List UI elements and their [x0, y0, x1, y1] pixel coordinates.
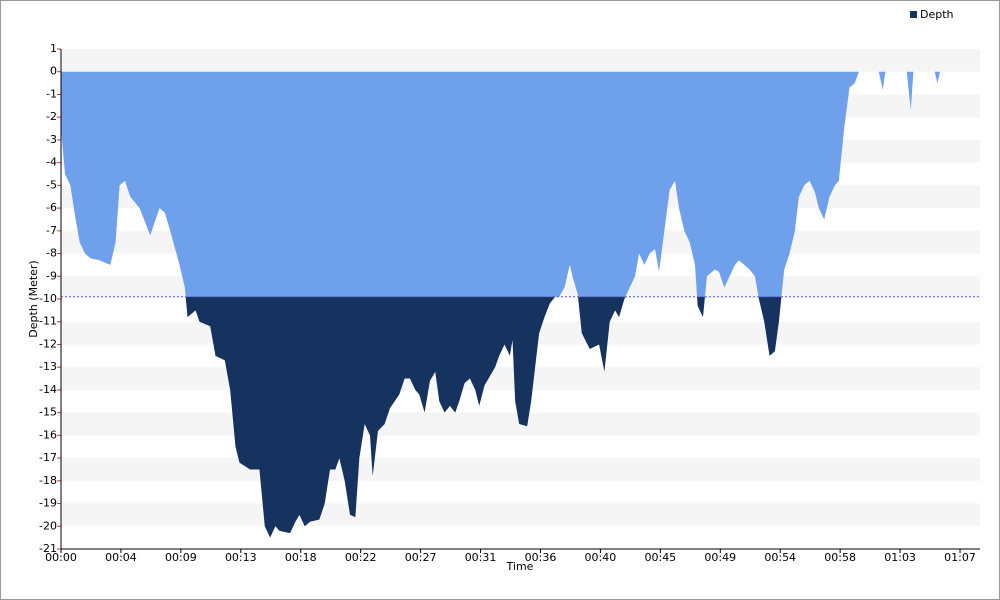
y-tick-label: -19 — [39, 497, 57, 510]
y-tick-label: -8 — [46, 247, 57, 260]
x-tick-label: 00:00 — [45, 551, 77, 564]
area-above — [61, 71, 941, 297]
y-tick-label: -11 — [39, 315, 57, 328]
y-tick-label: -21 — [39, 542, 57, 555]
x-tick-label: 00:31 — [465, 551, 497, 564]
y-tick-label: 0 — [50, 65, 57, 78]
y-tick-label: -15 — [39, 406, 57, 419]
y-tick-label: -16 — [39, 428, 57, 441]
x-tick-label: 01:07 — [944, 551, 976, 564]
legend-swatch — [910, 11, 917, 18]
y-tick-label: -9 — [46, 269, 57, 282]
grid-band — [61, 503, 980, 527]
y-tick-label: -4 — [46, 156, 57, 169]
y-tick-label: -20 — [39, 519, 57, 532]
x-tick-label: 00:36 — [525, 551, 557, 564]
y-tick-label: -3 — [46, 133, 57, 146]
x-tick-label: 00:13 — [225, 551, 257, 564]
x-tick-label: 00:58 — [824, 551, 856, 564]
y-tick-label: -5 — [46, 178, 57, 191]
y-tick-label: -7 — [46, 224, 57, 237]
y-tick-label: -14 — [39, 383, 57, 396]
y-tick-label: -13 — [39, 360, 57, 373]
x-tick-label: 00:49 — [704, 551, 736, 564]
y-tick-label: -6 — [46, 201, 57, 214]
y-tick-label: -18 — [39, 474, 57, 487]
y-tick-label: -2 — [46, 110, 57, 123]
x-tick-label: 00:09 — [165, 551, 197, 564]
y-tick-label: 1 — [50, 42, 57, 55]
area-below — [185, 296, 782, 538]
x-tick-label: 00:22 — [345, 551, 377, 564]
x-tick-label: 00:27 — [405, 551, 437, 564]
y-axis-label: Depth (Meter) — [27, 260, 40, 337]
x-tick-label: 00:54 — [764, 551, 796, 564]
x-tick-label: 00:04 — [105, 551, 137, 564]
x-tick-label: 01:03 — [884, 551, 916, 564]
x-tick-label: 00:40 — [585, 551, 617, 564]
grid-band — [61, 458, 980, 481]
legend-label: Depth — [920, 8, 954, 21]
y-tick-label: -12 — [39, 337, 57, 350]
grid-band — [61, 49, 980, 72]
y-tick-label: -1 — [46, 87, 57, 100]
x-axis-label: Time — [506, 560, 534, 573]
x-tick-label: 00:45 — [644, 551, 676, 564]
y-tick-label: -10 — [39, 292, 57, 305]
x-tick-label: 00:18 — [285, 551, 317, 564]
y-tick-label: -17 — [39, 451, 57, 464]
